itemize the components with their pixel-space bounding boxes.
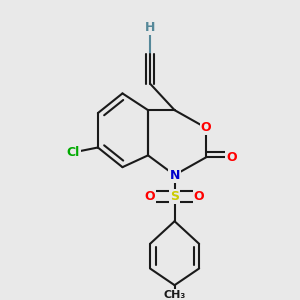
Text: O: O: [194, 190, 205, 203]
Text: N: N: [169, 169, 180, 182]
Text: O: O: [226, 151, 237, 164]
Text: CH₃: CH₃: [164, 290, 186, 300]
Text: O: O: [145, 190, 155, 203]
Text: S: S: [170, 190, 179, 203]
Text: O: O: [201, 121, 212, 134]
Text: Cl: Cl: [67, 146, 80, 159]
Text: H: H: [145, 21, 155, 34]
